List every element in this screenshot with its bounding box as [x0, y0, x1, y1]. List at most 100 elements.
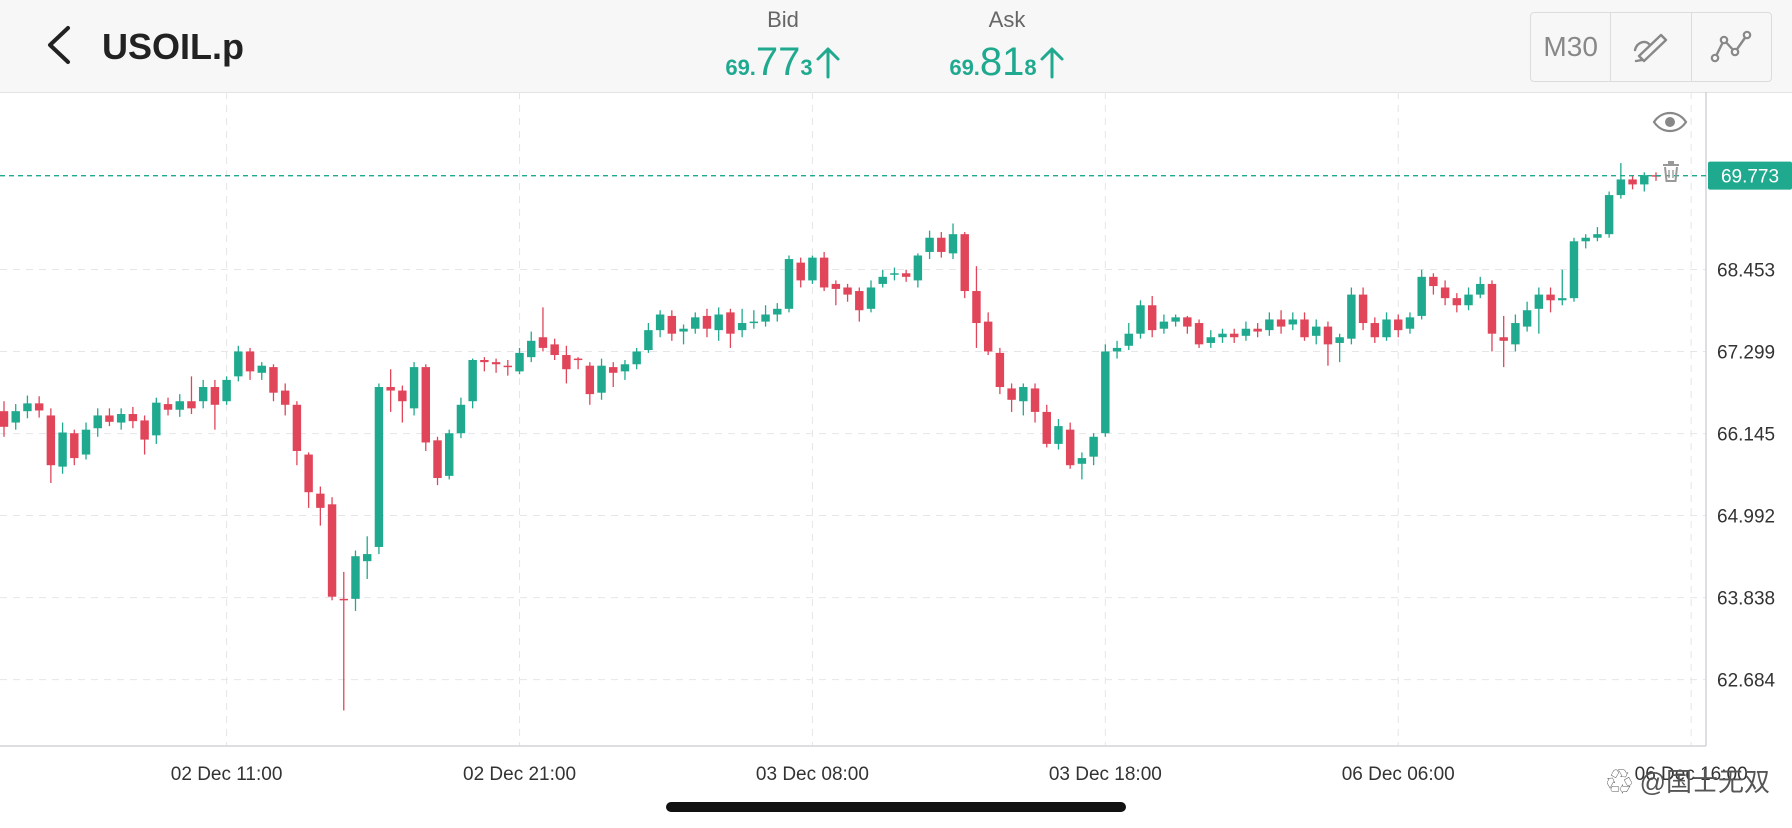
candle-body: [1534, 294, 1544, 309]
candle-body: [1405, 317, 1415, 329]
candle-body: [1323, 326, 1333, 345]
candle: [198, 379, 208, 409]
candle-body: [1593, 234, 1602, 238]
watermark: ♲ @国士无双: [1606, 762, 1770, 799]
candle-body: [456, 404, 466, 434]
candle: [316, 486, 325, 526]
candle-body: [198, 387, 208, 402]
candle-body: [175, 401, 184, 410]
candle: [1147, 296, 1157, 338]
candle: [468, 358, 477, 409]
candle-body: [972, 291, 981, 324]
candle-body: [1312, 326, 1321, 336]
indicators-button[interactable]: [1692, 13, 1771, 81]
candle-body: [749, 321, 759, 324]
candle-body: [632, 351, 641, 365]
candle-body: [1347, 294, 1356, 339]
candle-body: [222, 379, 231, 402]
candle: [1405, 312, 1415, 334]
candle: [655, 310, 665, 338]
candle-body: [890, 273, 899, 275]
candle: [105, 408, 114, 427]
candle: [573, 357, 583, 370]
price-chart[interactable]: 68.453 67.299 66.145 64.992 63.838 62.684 02 …: [0, 92, 1792, 828]
back-button[interactable]: [40, 22, 80, 68]
timeframe-button[interactable]: M30: [1531, 13, 1612, 81]
candle-body: [140, 420, 149, 440]
candle-body: [1183, 317, 1192, 327]
trash-icon[interactable]: [1663, 161, 1679, 182]
candle-body: [1065, 429, 1075, 466]
candle: [409, 362, 419, 416]
candle: [1007, 383, 1016, 412]
candle: [1054, 419, 1063, 450]
candle: [913, 253, 923, 288]
candle: [1358, 287, 1368, 331]
candle: [866, 280, 876, 313]
candle-body: [1464, 294, 1473, 306]
price-tick-label: 62.684: [1717, 671, 1776, 692]
time-tick-label: 02 Dec 21:00: [463, 764, 576, 785]
candle-body: [983, 321, 993, 352]
candle: [890, 267, 899, 281]
candle: [58, 422, 67, 474]
candle: [1288, 312, 1298, 331]
candle-body: [515, 352, 524, 372]
candle-body: [995, 352, 1005, 388]
candle-body: [433, 440, 442, 479]
candle-body: [292, 404, 302, 451]
candle: [1546, 287, 1555, 313]
candle: [901, 269, 911, 282]
candle: [691, 312, 700, 334]
candle: [1019, 383, 1028, 416]
drawing-tools-button[interactable]: [1611, 13, 1692, 81]
candle: [421, 364, 431, 451]
candle-body: [655, 314, 665, 331]
candle-body: [1417, 276, 1426, 316]
candle: [1101, 344, 1110, 437]
candle: [1206, 330, 1215, 348]
candle-body: [737, 323, 747, 331]
candle: [187, 376, 196, 415]
candle-body: [468, 359, 477, 402]
time-tick-label: 02 Dec 11:00: [171, 764, 283, 785]
candle: [773, 303, 782, 322]
candle: [480, 357, 489, 372]
candle-body: [726, 312, 735, 334]
candle-body: [1440, 287, 1450, 299]
candle-body: [913, 255, 923, 281]
bid-price-main: 77: [755, 40, 801, 84]
time-tick-label: 03 Dec 08:00: [756, 764, 869, 785]
candle-body: [585, 365, 595, 395]
candle-body: [1229, 333, 1239, 338]
candle: [292, 401, 302, 466]
candle: [456, 397, 466, 439]
candle: [0, 401, 9, 437]
candle-body: [1101, 351, 1110, 434]
candle-body: [23, 403, 32, 412]
candle-body: [1499, 337, 1508, 341]
candle-body: [667, 315, 677, 334]
eye-icon[interactable]: [1652, 111, 1688, 133]
candle: [1253, 323, 1262, 338]
candle-body: [362, 554, 372, 562]
candle-body: [1206, 337, 1215, 343]
candle: [925, 230, 934, 260]
symbol-title: USOIL.p: [102, 26, 244, 67]
candle: [1452, 293, 1462, 313]
candle-body: [1394, 319, 1403, 331]
time-axis-labels: 02 Dec 11:00 02 Dec 21:00 03 Dec 08:00 03 D…: [171, 764, 1748, 785]
candle-body: [1335, 337, 1344, 343]
candle: [1616, 163, 1626, 199]
candle: [1440, 280, 1450, 306]
home-indicator: [666, 802, 1126, 812]
candle: [948, 223, 958, 260]
candle: [796, 257, 805, 288]
ask-price-last: 8: [1024, 55, 1037, 80]
candle-body: [245, 351, 255, 372]
candle: [1628, 175, 1637, 190]
candle-body: [316, 493, 325, 508]
candle: [995, 347, 1005, 395]
candle-body: [843, 287, 852, 295]
candle-body: [831, 283, 841, 289]
